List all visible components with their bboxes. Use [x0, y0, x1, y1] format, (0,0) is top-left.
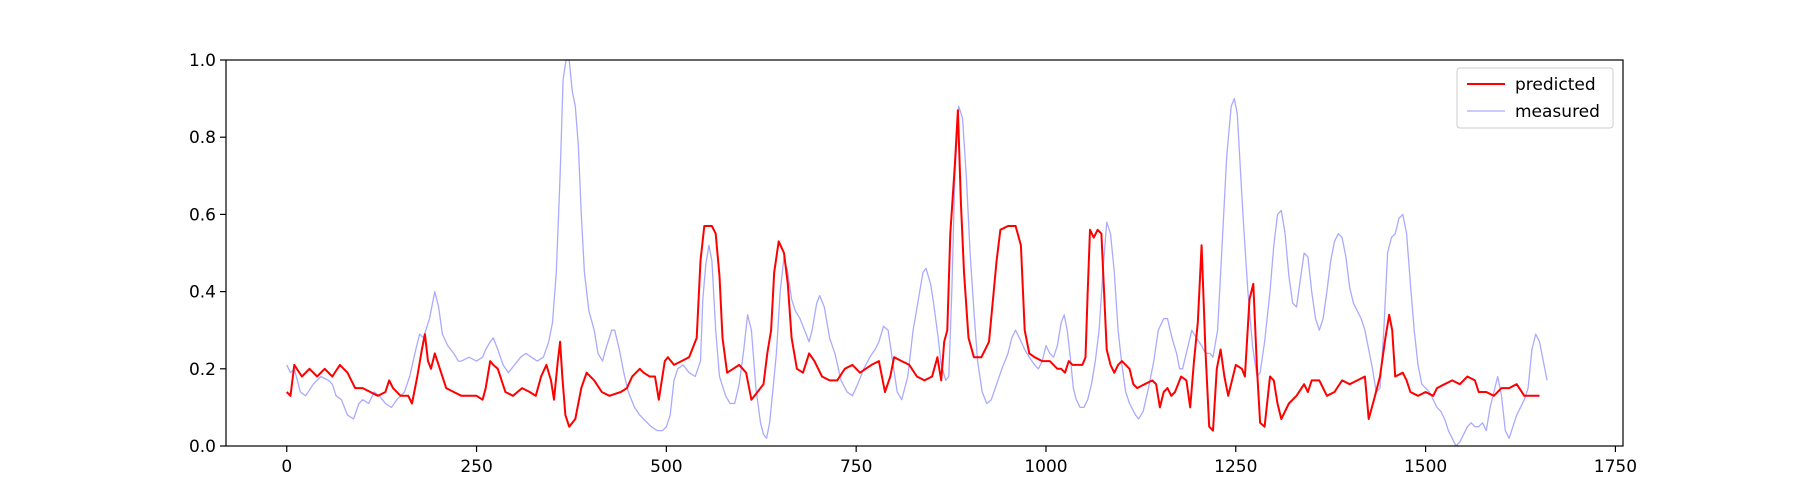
- y-tick-label: 1.0: [189, 51, 216, 71]
- series-line-predicted: [285, 109, 1540, 432]
- series-layer: [285, 59, 1548, 447]
- x-tick-label: 1500: [1404, 457, 1447, 477]
- x-tick-label: 1750: [1594, 457, 1637, 477]
- x-tick-label: 500: [650, 457, 682, 477]
- legend-label-measured: measured: [1515, 102, 1600, 122]
- y-tick-label: 0.8: [189, 128, 216, 148]
- y-tick-label: 0.0: [189, 437, 216, 457]
- legend: predicted measured: [1456, 67, 1614, 129]
- plot-frame: [225, 59, 1624, 447]
- x-axis: 0 250 500 750 1000 1250 1500 1750: [281, 446, 1637, 477]
- y-tick-label: 0.4: [189, 283, 216, 303]
- y-tick-label: 0.6: [189, 205, 216, 225]
- x-tick-label: 250: [460, 457, 492, 477]
- legend-label-predicted: predicted: [1515, 75, 1596, 95]
- y-axis: 0.0 0.2 0.4 0.6 0.8 1.0: [189, 51, 226, 457]
- x-tick-label: 1250: [1214, 457, 1257, 477]
- x-tick-label: 1000: [1024, 457, 1067, 477]
- y-tick-label: 0.2: [189, 360, 216, 380]
- x-tick-label: 0: [281, 457, 292, 477]
- x-tick-label: 750: [840, 457, 872, 477]
- series-line-measured: [286, 59, 1548, 447]
